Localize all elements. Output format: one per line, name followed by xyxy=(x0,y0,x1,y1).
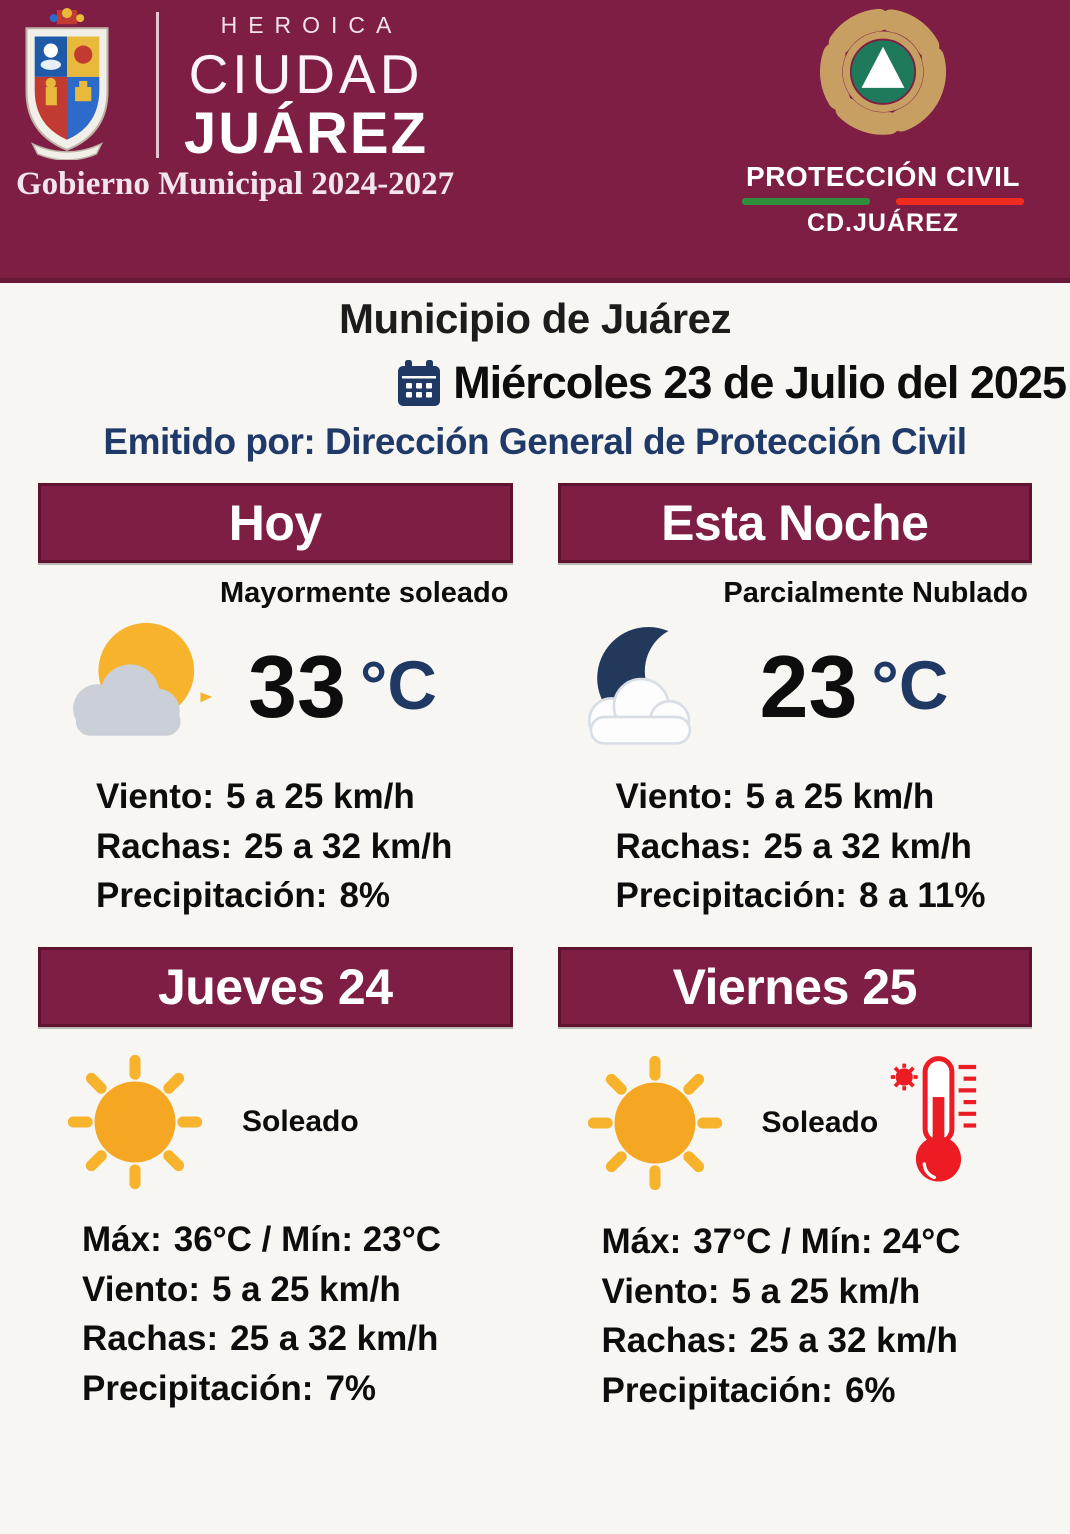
gusts-row: Rachas: 25 a 32 km/h xyxy=(615,826,972,866)
card-title-bar: Esta Noche xyxy=(557,483,1032,563)
banner-government-label: Gobierno Municipal 2024-2027 xyxy=(16,166,455,202)
proteccion-civil-subtitle: CD.JUÁREZ xyxy=(806,209,960,237)
precip-row: Precipitación: 8 a 11% xyxy=(615,876,986,916)
municipality-title: Municipio de Juárez xyxy=(339,295,731,342)
wind-row: Viento: 5 a 25 km/h xyxy=(82,1269,401,1309)
precip-row: Precipitación: 6% xyxy=(601,1371,896,1411)
sun-icon xyxy=(67,1054,203,1190)
forecast-grid: Hoy Mayormente soleado 33 °C xyxy=(0,463,1070,1416)
temperature-value: 33 °C xyxy=(248,636,437,738)
wind-row: Viento: 5 a 25 km/h xyxy=(601,1271,921,1311)
sun-behind-cloud-icon xyxy=(73,622,213,736)
temperature-number: 33 xyxy=(248,637,346,736)
gusts-row: Rachas: 25 a 32 km/h xyxy=(601,1321,958,1361)
banner-divider xyxy=(156,12,159,158)
condition-label: Parcialmente Nublado xyxy=(723,577,1028,609)
max-min-row: Máx: 36°C / Mín: 23°C xyxy=(82,1220,441,1260)
proteccion-civil-emblem xyxy=(819,8,947,135)
banner-heroica-label: HEROICA xyxy=(220,12,403,38)
precip-row: Precipitación: 7% xyxy=(82,1369,377,1409)
temperature-value: 23 °C xyxy=(760,636,949,738)
gusts-row: Rachas: 25 a 32 km/h xyxy=(82,1319,439,1359)
banner-ciudad-label: CIUDAD xyxy=(188,43,424,105)
forecast-card-viernes-25: Viernes 25 Soleado xyxy=(557,947,1032,1416)
title-section: Municipio de Juárez Miércoles 23 de Juli… xyxy=(0,283,1070,463)
temperature-number: 23 xyxy=(759,637,858,736)
header-banner: HEROICA CIUDAD JUÁREZ Gobierno Municipal… xyxy=(0,0,1070,283)
issued-by-label: Emitido por: Dirección General de Protec… xyxy=(103,421,967,462)
max-min-row: Máx: 37°C / Mín: 24°C xyxy=(601,1222,961,1262)
precip-row: Precipitación: 8% xyxy=(96,876,391,916)
banner-juarez-label: JUÁREZ xyxy=(183,101,429,166)
condition-label: Mayormente soleado xyxy=(220,577,509,609)
card-title-bar: Viernes 25 xyxy=(557,947,1032,1028)
condition-label: Soleado xyxy=(761,1106,879,1140)
card-title-bar: Hoy xyxy=(38,483,513,563)
sun-icon xyxy=(587,1055,722,1191)
calendar-icon xyxy=(398,360,441,406)
city-coat-of-arms xyxy=(25,8,109,160)
date-row: Miércoles 23 de Julio del 2025 xyxy=(0,357,1070,409)
card-title-bar: Jueves 24 xyxy=(38,947,513,1028)
condition-label: Soleado xyxy=(242,1105,359,1139)
forecast-card-hoy: Hoy Mayormente soleado 33 °C xyxy=(38,483,513,921)
gusts-row: Rachas: 25 a 32 km/h xyxy=(96,826,453,866)
hot-thermometer-icon xyxy=(890,1056,977,1182)
forecast-card-esta-noche: Esta Noche Parcialmente Nublado 23 °C xyxy=(557,483,1032,921)
flag-green-bar xyxy=(742,198,870,205)
wind-row: Viento: 5 a 25 km/h xyxy=(96,777,415,816)
forecast-card-jueves-24: Jueves 24 Soleado xyxy=(38,947,513,1416)
flag-divider xyxy=(742,198,1024,205)
bulletin-date: Miércoles 23 de Julio del 2025 xyxy=(453,357,1067,408)
wind-row: Viento: 5 a 25 km/h xyxy=(615,777,935,816)
flag-red-bar xyxy=(896,198,1024,205)
proteccion-civil-title: PROTECCIÓN CIVIL xyxy=(745,161,1020,192)
coat-crest xyxy=(49,8,85,25)
temperature-unit: °C xyxy=(359,647,437,724)
moon-behind-cloud-icon xyxy=(587,627,700,745)
temperature-unit: °C xyxy=(871,647,949,724)
